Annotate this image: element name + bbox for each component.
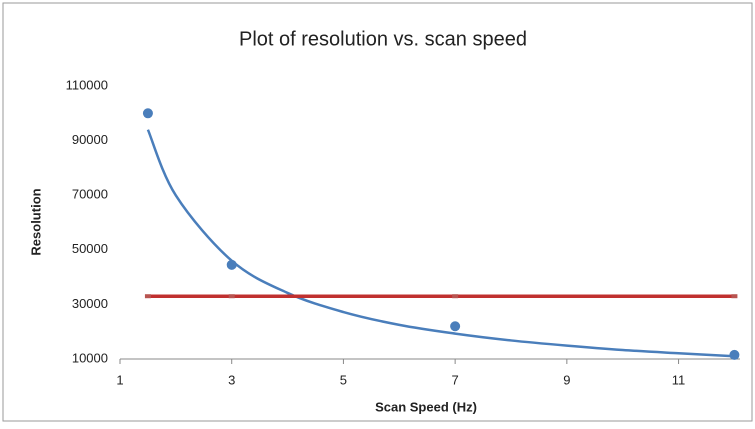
x-tick-label: 11 (672, 372, 686, 387)
x-tick-label: 7 (452, 372, 459, 387)
y-tick-label: 90000 (72, 132, 108, 147)
y-tick-label: 50000 (72, 241, 108, 256)
data-point (729, 349, 740, 360)
y-tick-label: 10000 (72, 350, 108, 365)
data-point (731, 294, 738, 299)
chart-title: Plot of resolution vs. scan speed (239, 28, 527, 50)
y-axis-label: Resolution (28, 188, 43, 255)
y-tick-label: 110000 (66, 77, 108, 92)
series-line (146, 129, 735, 358)
data-point (452, 294, 459, 299)
data-point (142, 108, 153, 119)
x-tick-label: 5 (340, 372, 347, 387)
x-tick-label: 1 (116, 372, 123, 387)
x-tick-label: 3 (228, 372, 235, 387)
x-axis-label: Scan Speed (Hz) (375, 399, 477, 414)
x-tick-label: 9 (563, 372, 570, 387)
data-point (228, 294, 235, 299)
data-point (144, 294, 151, 299)
data-point (450, 321, 461, 332)
chart-border (2, 2, 753, 422)
y-tick-label: 30000 (72, 296, 108, 311)
y-tick-label: 70000 (72, 187, 108, 202)
